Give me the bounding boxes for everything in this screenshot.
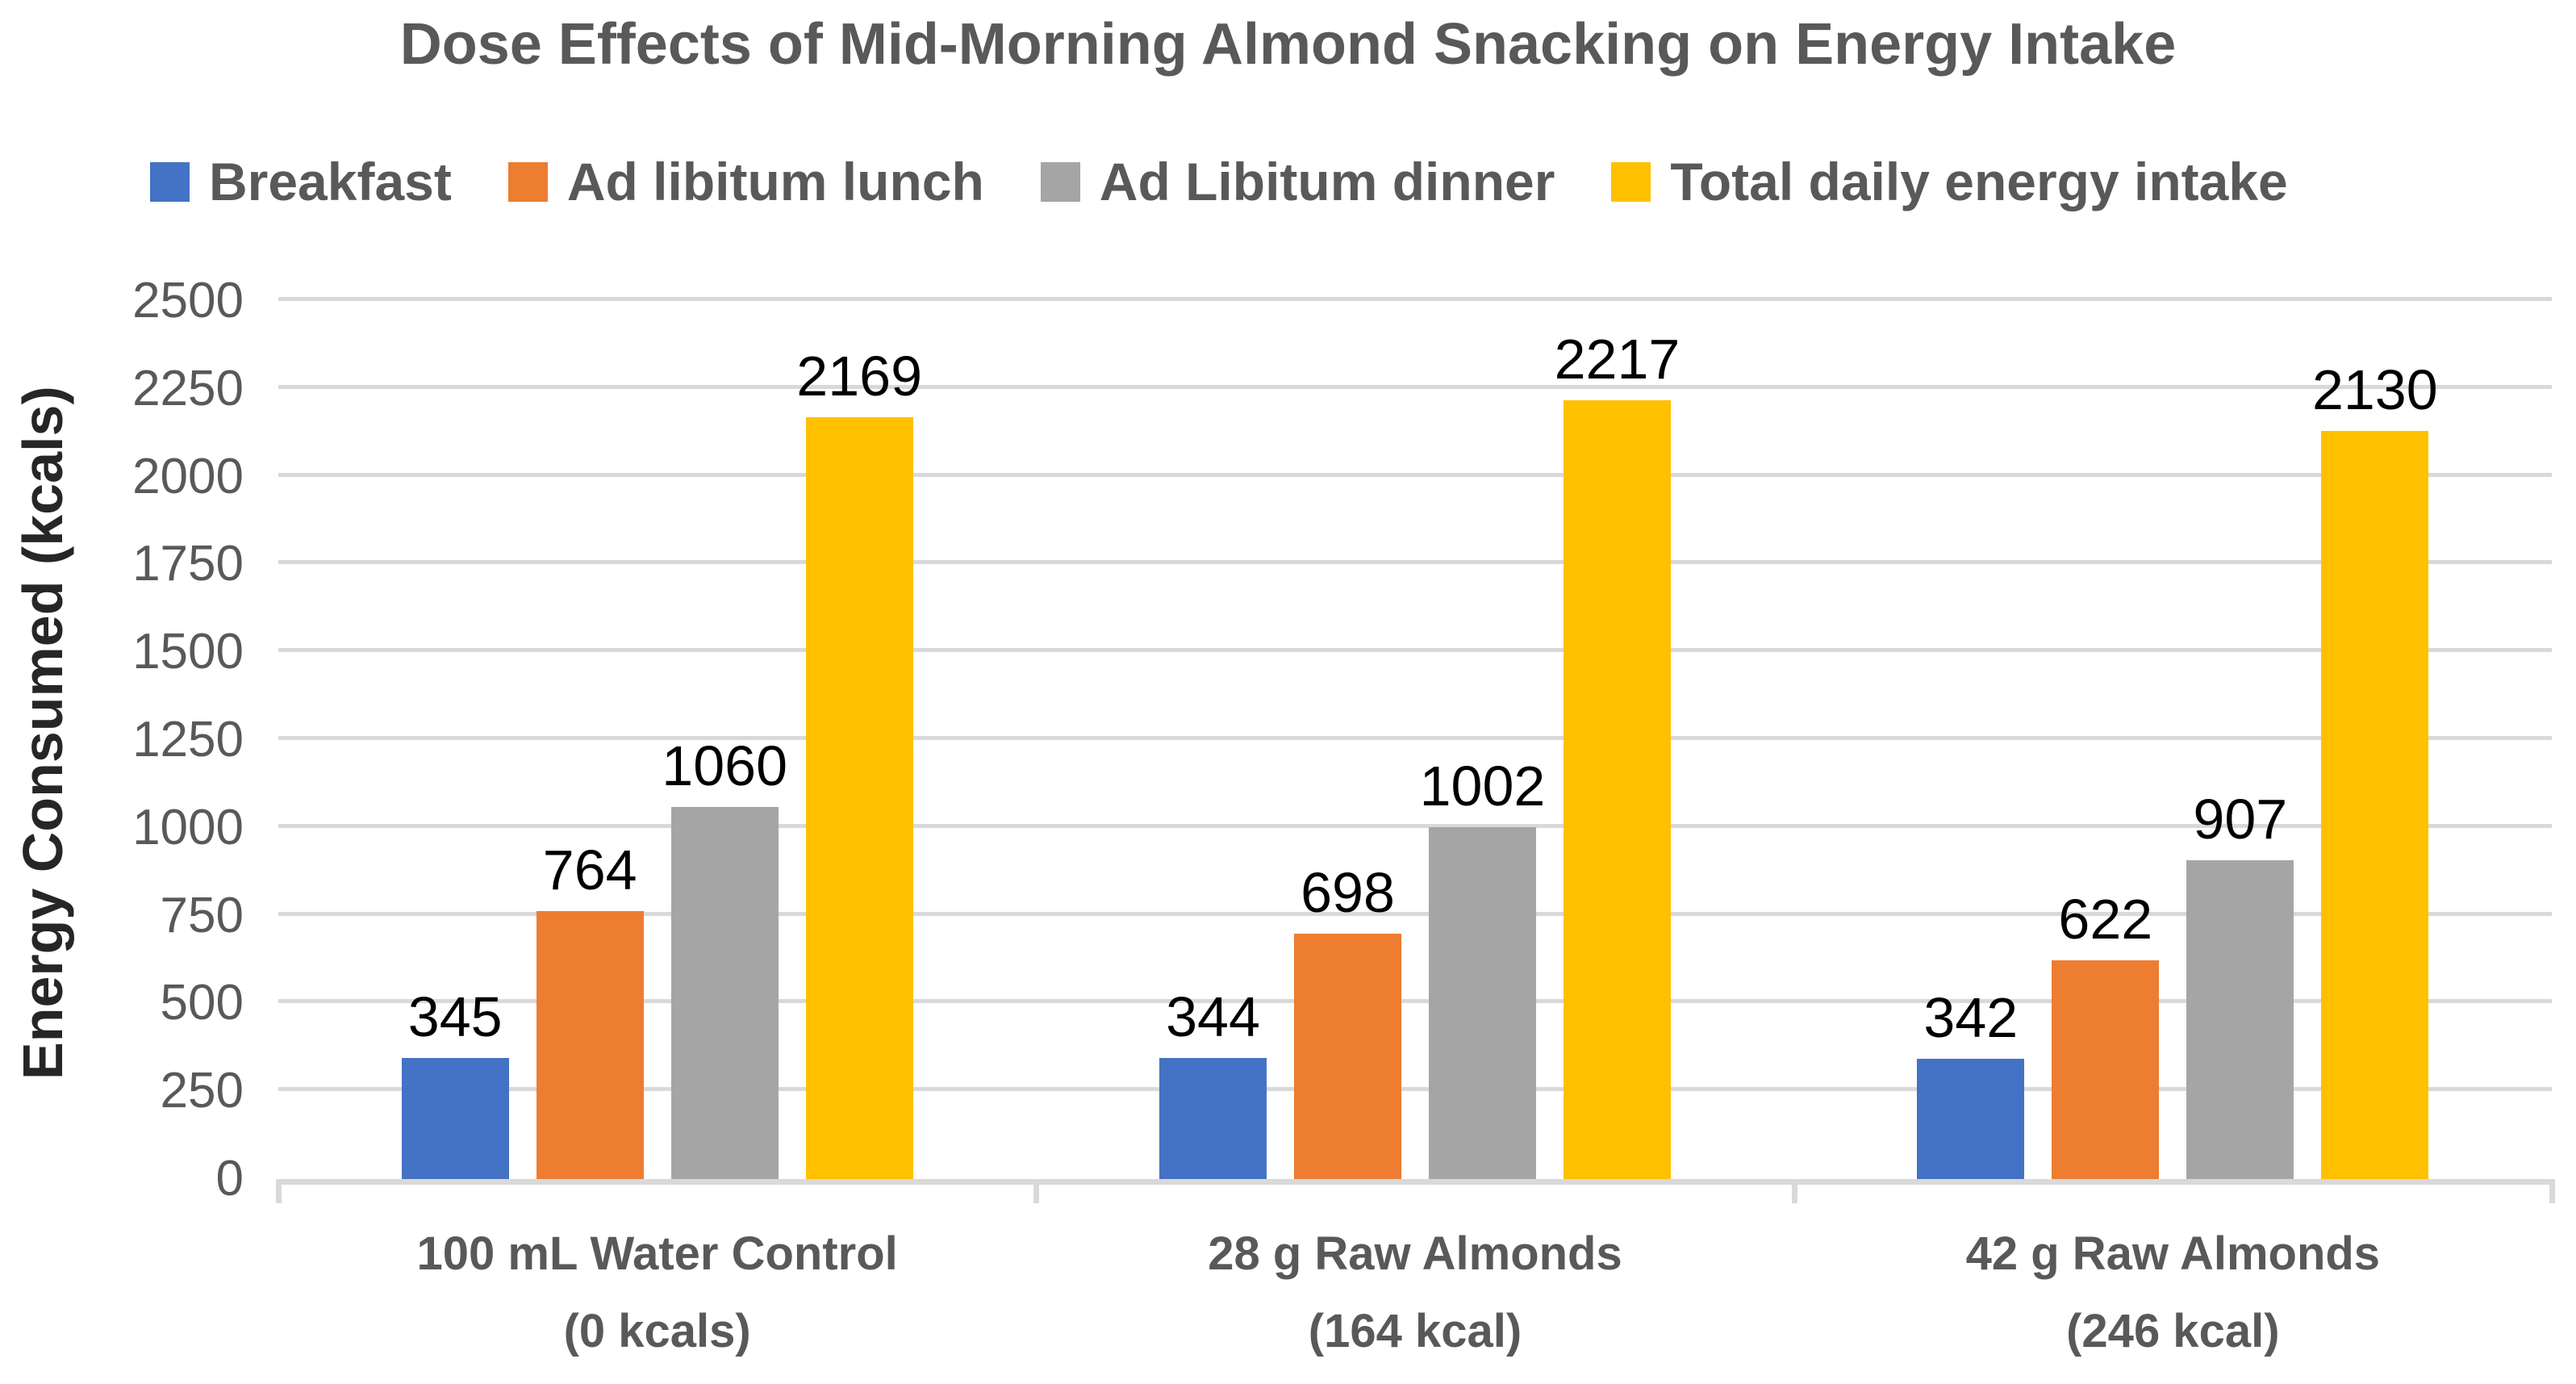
bar: 344 [1159,989,1267,1179]
y-axis-title: Energy Consumed (kcals) [11,386,74,1080]
bar-value-label: 342 [1923,986,2019,1050]
y-tick-label: 750 [160,887,244,943]
y-tick-label: 1750 [132,536,244,592]
bar-value-label: 2130 [2311,358,2438,422]
gridline [278,648,2552,653]
y-tick-label: 1000 [132,799,244,855]
x-axis-tick [2549,1179,2555,1203]
gridline [278,1087,2552,1092]
bar: 2169 [796,348,922,1179]
legend-color-swatch [1611,161,1651,202]
x-axis-tick [1033,1179,1040,1203]
y-tick-label: 2000 [132,448,244,504]
legend-item-label: Ad Libitum dinner [1099,152,1555,211]
gridline [278,999,2552,1004]
plot-area: 0 250 500 750 1000 1250 1500 1750 2000 2250 2500 3… [132,276,2555,1204]
legend-item: Ad Libitum dinner [1040,152,1555,211]
bar-group: 345 764 1060 2169 [278,301,1036,1179]
y-tick-label: 500 [160,975,244,1031]
bar-value-label: 622 [2058,888,2153,951]
x-axis-tick [276,1179,282,1203]
x-category-label-line: 100 mL Water Control [416,1227,898,1280]
x-category-label: 28 g Raw Almonds (164 kcal) [1036,1215,1793,1370]
y-tick-label: 1250 [132,712,244,767]
x-category-label: 42 g Raw Almonds (246 kcal) [1794,1215,2552,1370]
bar-value-label: 1060 [662,734,788,797]
y-tick-label: 1500 [132,624,244,680]
bar-groups: 345 764 1060 2169 344 698 1002 2217 342 622 907 213… [278,301,2552,1179]
x-category-label-line: (246 kcal) [2066,1305,2280,1357]
bar: 622 [2052,891,2160,1179]
bar-value-label: 344 [1166,985,1260,1049]
chart-title: Dose Effects of Mid-Morning Almond Snack… [399,12,2177,77]
legend-color-swatch [150,161,190,202]
legend-item-label: Total daily energy intake [1670,152,2288,211]
legend-color-swatch [1040,161,1080,202]
bar-value-label: 2217 [1554,328,1680,391]
bar: 345 [401,989,509,1179]
legend-color-swatch [507,161,548,202]
y-tick-label: 2500 [132,273,244,328]
bar: 764 [536,842,644,1179]
x-axis-line [278,1179,2552,1185]
bar-value-label: 698 [1301,861,1395,925]
legend-item-label: Breakfast [209,152,452,211]
gridline [278,560,2552,565]
x-category-label-line: 42 g Raw Almonds [1965,1227,2381,1280]
bar-group: 342 622 907 2130 [1794,301,2552,1179]
bar: 907 [2186,791,2294,1179]
legend-item: Total daily energy intake [1611,152,2288,211]
legend-item: Breakfast [150,155,452,208]
bar-value-label: 764 [542,838,637,901]
gridline [278,472,2552,477]
bar-value-label: 907 [2193,788,2288,851]
y-tick-label: 2250 [132,360,244,416]
x-category-label-line: (0 kcals) [563,1305,751,1357]
x-category-label: 100 mL Water Control (0 kcals) [278,1215,1036,1370]
bar-value-label: 1002 [1419,754,1546,817]
y-tick-label: 250 [160,1063,244,1119]
x-category-label-line: 28 g Raw Almonds [1208,1227,1622,1280]
legend-item-label: Ad libitum lunch [566,152,984,211]
bar-value-label: 2169 [796,345,923,408]
gridline [278,297,2552,301]
bar: 1002 [1420,758,1545,1179]
bar: 342 [1917,989,2025,1179]
gridline [278,911,2552,916]
bar: 2217 [1555,331,1680,1179]
bar-group: 344 698 1002 2217 [1036,301,1793,1179]
legend-item: Ad libitum lunch [507,152,984,211]
x-category-labels: 100 mL Water Control (0 kcals) 28 g Raw Al… [278,1215,2552,1370]
bar-value-label: 345 [407,985,503,1048]
bar: 698 [1293,864,1401,1179]
gridline [278,384,2552,389]
gridline [278,736,2552,740]
gridline [278,823,2552,828]
legend: Breakfast Ad libitum lunch Ad Libitum dinn… [150,153,2528,210]
bar: 1060 [662,738,787,1179]
x-category-label-line: (164 kcal) [1308,1305,1522,1357]
y-tick-label: 0 [215,1151,244,1206]
bar: 2130 [2312,362,2438,1179]
x-axis-tick [1791,1179,1797,1203]
